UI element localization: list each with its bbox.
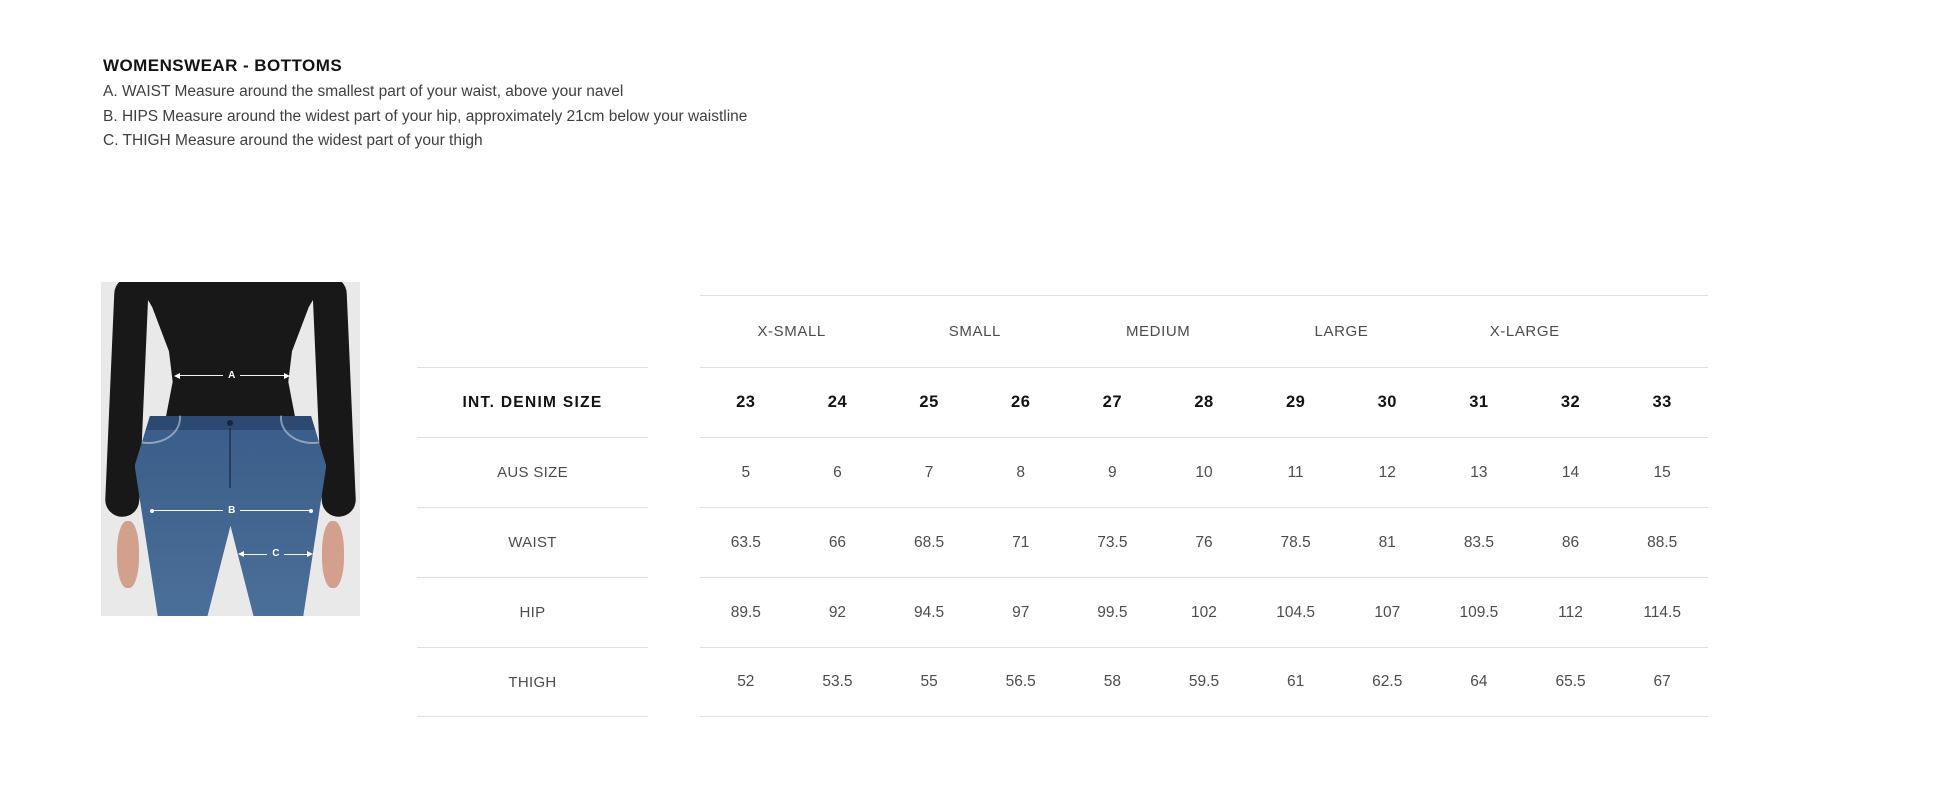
table-cell: 24 xyxy=(827,393,848,411)
table-cell: 13 xyxy=(1470,463,1488,481)
thigh-measure-arrow: C xyxy=(238,548,314,560)
table-cell: 63.5 xyxy=(730,533,761,551)
table-cell: 12 xyxy=(1378,463,1396,481)
table-cell: 14 xyxy=(1561,463,1580,481)
table-cell: 67 xyxy=(1653,673,1671,690)
dot-left-icon xyxy=(150,508,155,513)
table-cell: 112 xyxy=(1558,603,1583,621)
table-cell: 29 xyxy=(1285,393,1306,411)
jeans-button xyxy=(227,420,234,427)
table-cell: 97 xyxy=(1012,603,1030,621)
marker-a-label: A xyxy=(228,369,236,381)
size-group-header: X-LARGE xyxy=(1489,323,1560,340)
table-cell: 65.5 xyxy=(1555,673,1586,690)
size-group-header: LARGE xyxy=(1314,323,1369,340)
table-cell: 83.5 xyxy=(1463,533,1494,551)
size-group-header-row: X-SMALL SMALL MEDIUM LARGE X-LARGE xyxy=(700,295,1708,367)
table-row: 89.5 92 94.5 97 99.5 102 104.5 107 109.5 112 114.5 xyxy=(700,577,1708,647)
left-hand xyxy=(117,520,140,588)
table-row: 23 24 25 26 27 28 29 30 31 32 33 xyxy=(700,367,1708,437)
dot-right-icon xyxy=(309,508,314,513)
table-cell: 30 xyxy=(1377,393,1397,411)
table-cell: 89.5 xyxy=(730,603,761,621)
row-label: THIGH xyxy=(417,647,648,717)
table-cell: 61 xyxy=(1287,673,1305,690)
right-hand xyxy=(321,520,344,588)
table-row: 63.5 66 68.5 71 73.5 76 78.5 81 83.5 86 88.5 xyxy=(700,507,1708,577)
instruction-waist: A. WAIST Measure around the smallest par… xyxy=(103,83,624,100)
arrow-right-icon xyxy=(307,551,314,558)
row-label: HIP xyxy=(417,577,648,647)
size-group-header: MEDIUM xyxy=(1125,323,1191,340)
table-cell: 52 xyxy=(737,673,755,690)
table-cell: 5 xyxy=(741,463,751,481)
table-cell: 59.5 xyxy=(1188,673,1220,690)
size-group-header: X-SMALL xyxy=(757,323,826,340)
table-cell: 28 xyxy=(1194,393,1214,411)
arrow-left-icon xyxy=(173,372,180,379)
table-cell: 66 xyxy=(828,533,847,551)
table-cell: 94.5 xyxy=(914,603,945,621)
table-cell: 9 xyxy=(1108,463,1117,481)
table-cell: 92 xyxy=(828,603,847,621)
table-cell: 53.5 xyxy=(822,673,853,690)
table-cell: 25 xyxy=(919,393,939,411)
sweater-torso xyxy=(137,282,324,421)
table-cell: 8 xyxy=(1016,463,1026,481)
page-title: WOMENSWEAR - BOTTOMS xyxy=(103,56,343,76)
table-cell: 114.5 xyxy=(1643,603,1681,621)
table-cell: 15 xyxy=(1653,463,1671,481)
table-cell: 31 xyxy=(1469,393,1489,411)
table-cell: 104.5 xyxy=(1276,603,1316,621)
size-guide-photo: A B C xyxy=(101,282,360,616)
hip-measure-line: B xyxy=(150,504,314,516)
measurement-instructions: A. WAIST Measure around the smallest par… xyxy=(103,80,747,154)
arrow-left-icon xyxy=(238,551,245,558)
table-cell: 26 xyxy=(1011,393,1031,411)
table-cell: 62.5 xyxy=(1372,673,1403,690)
table-cell: 78.5 xyxy=(1280,533,1311,551)
jeans xyxy=(134,415,327,616)
row-label: AUS SIZE xyxy=(417,437,648,507)
table-cell: 58 xyxy=(1103,673,1121,690)
size-group-header: SMALL xyxy=(948,323,1001,340)
table-cell: 33 xyxy=(1652,393,1672,411)
instruction-hips: B. HIPS Measure around the widest part o… xyxy=(103,107,748,125)
table-cell: 64 xyxy=(1470,673,1488,690)
table-cell: 86 xyxy=(1561,533,1580,551)
table-cell: 88.5 xyxy=(1647,533,1678,551)
table-row: 5 6 7 8 9 10 11 12 13 14 15 xyxy=(700,437,1708,507)
table-cell: 109.5 xyxy=(1459,603,1499,621)
row-label: INT. DENIM SIZE xyxy=(417,367,648,437)
table-cell: 32 xyxy=(1560,393,1581,411)
row-label-column: INT. DENIM SIZE AUS SIZE WAIST HIP THIGH xyxy=(417,367,648,717)
table-cell: 56.5 xyxy=(1005,673,1036,690)
table-cell: 76 xyxy=(1195,533,1213,551)
jeans-fly-seam xyxy=(229,427,232,488)
row-label: WAIST xyxy=(417,507,648,577)
table-cell: 71 xyxy=(1012,533,1030,551)
table-cell: 10 xyxy=(1195,463,1213,481)
table-cell: 55 xyxy=(920,673,938,690)
table-cell: 68.5 xyxy=(914,533,945,551)
table-cell: 99.5 xyxy=(1097,603,1128,621)
table-cell: 107 xyxy=(1374,603,1401,621)
table-cell: 7 xyxy=(924,463,934,481)
marker-c-label: C xyxy=(272,548,280,560)
table-cell: 27 xyxy=(1102,393,1123,411)
marker-b-label: B xyxy=(228,504,236,516)
instruction-thigh: C. THIGH Measure around the widest part … xyxy=(103,132,483,150)
arrow-right-icon xyxy=(284,372,291,379)
waist-measure-arrow: A xyxy=(173,369,291,381)
table-cell: 6 xyxy=(833,463,842,481)
table-cell: 23 xyxy=(736,393,756,411)
table-cell: 102 xyxy=(1191,603,1217,621)
table-row: 52 53.5 55 56.5 58 59.5 61 62.5 64 65.5 67 xyxy=(700,647,1708,717)
table-cell: 73.5 xyxy=(1097,533,1128,551)
size-table: X-SMALL SMALL MEDIUM LARGE X-LARGE 23 24 25 26 2… xyxy=(700,295,1708,717)
table-cell: 11 xyxy=(1287,463,1304,481)
table-cell: 81 xyxy=(1378,533,1396,551)
